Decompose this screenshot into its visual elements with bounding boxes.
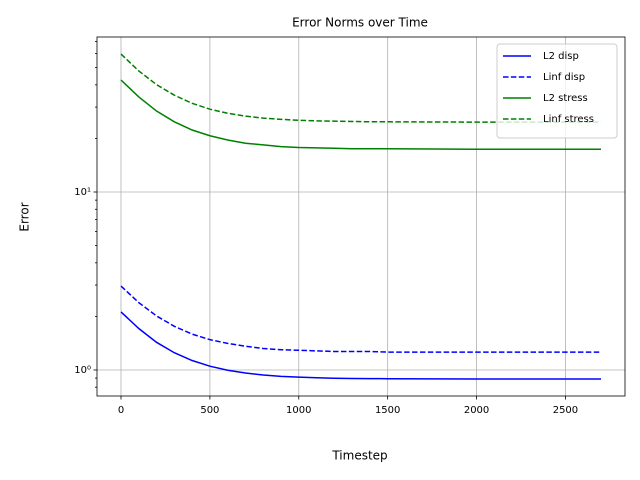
y-tick-label: 10⁰ (74, 365, 91, 376)
y-axis-label: Error (18, 202, 32, 231)
x-axis-label: Timestep (331, 449, 387, 463)
legend-label: L2 stress (543, 93, 588, 104)
legend-label: Linf disp (543, 72, 585, 83)
y-tick-label: 10¹ (74, 187, 91, 198)
legend-label: Linf stress (543, 114, 594, 125)
series-line (120, 311, 601, 380)
chart-title: Error Norms over Time (292, 16, 428, 30)
legend-label: L2 disp (543, 51, 579, 62)
series-line (120, 285, 601, 353)
legend-box (496, 43, 618, 139)
x-tick-label: 2000 (464, 405, 489, 416)
x-tick-label: 0 (118, 405, 124, 416)
x-tick-label: 1000 (286, 405, 311, 416)
axes-frame (96, 36, 626, 397)
series-line (120, 79, 601, 150)
x-tick-label: 500 (200, 405, 219, 416)
x-tick-label: 1500 (375, 405, 400, 416)
x-tick-label: 2500 (553, 405, 578, 416)
series-line (120, 53, 601, 123)
